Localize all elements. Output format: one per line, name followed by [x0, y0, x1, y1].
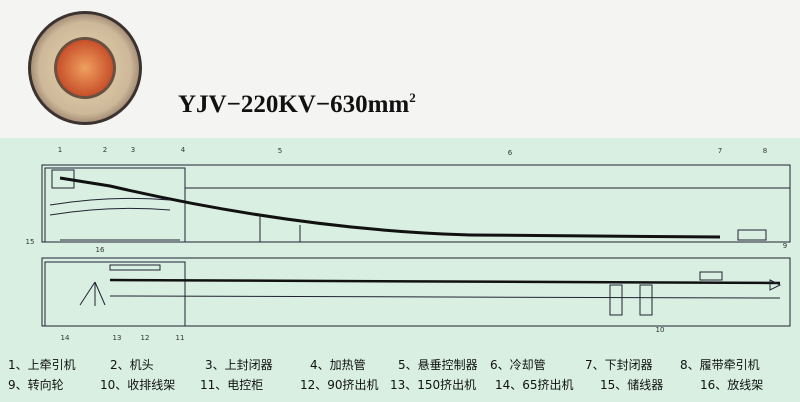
callout-number: 13 — [113, 334, 122, 342]
legend-item: 3、上封闭器 — [205, 358, 273, 372]
callout-number: 12 — [141, 334, 150, 342]
legend-item: 1、上牵引机 — [8, 358, 76, 372]
cable-section — [28, 11, 142, 125]
legend-item: 11、电控柜 — [200, 378, 263, 392]
callout-number: 8 — [763, 147, 767, 155]
callout-number: 9 — [783, 242, 787, 250]
callout-number: 16 — [96, 246, 105, 254]
callout-number: 3 — [131, 146, 135, 154]
legend-item: 8、履带牵引机 — [680, 358, 760, 372]
legend-item: 16、放线架 — [700, 377, 763, 392]
callout-number: 7 — [718, 147, 722, 155]
legend-item: 6、冷却管 — [490, 357, 546, 372]
legend-item: 13、150挤出机 — [390, 377, 476, 392]
callout-number: 15 — [26, 238, 35, 246]
callout-number: 6 — [508, 149, 513, 157]
title: YJV−220KV−630mm2 — [178, 90, 416, 118]
legend-item: 10、收排线架 — [100, 378, 175, 392]
callout-number: 1 — [58, 146, 62, 154]
legend-item: 12、90挤出机 — [300, 377, 379, 392]
callout-number: 5 — [278, 147, 282, 155]
legend-item: 5、悬垂控制器 — [398, 358, 478, 372]
callout-number: 11 — [176, 334, 185, 342]
callout-number: 2 — [103, 146, 107, 154]
legend-item: 2、机头 — [110, 358, 154, 372]
legend-item: 9、转向轮 — [8, 377, 64, 392]
legend-item: 4、加热管 — [310, 357, 366, 372]
legend-item: 14、65挤出机 — [495, 377, 574, 392]
legend-item: 15、储线器 — [600, 377, 663, 392]
callout-number: 4 — [181, 146, 186, 154]
line-drawing — [41, 164, 791, 327]
callout-number: 14 — [61, 334, 70, 342]
legend-item: 7、下封闭器 — [585, 358, 653, 372]
callout-number: 10 — [656, 326, 665, 334]
